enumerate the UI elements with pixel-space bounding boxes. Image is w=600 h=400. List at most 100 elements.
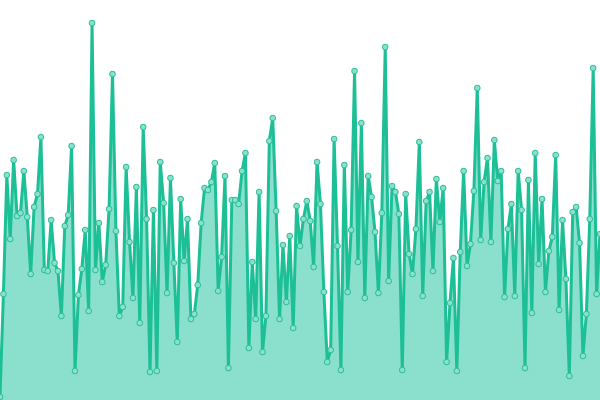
data-point [300,215,307,223]
data-point [306,217,314,225]
data-point [412,225,420,233]
data-point [30,203,38,211]
data-point [122,163,130,171]
data-point [572,203,580,211]
data-point [98,278,106,286]
data-point [436,218,444,226]
data-point [422,197,430,205]
data-point [218,253,225,261]
data-point [453,367,461,375]
data-point [518,206,525,214]
data-point [6,235,14,243]
data-point [583,310,590,318]
data-point [81,226,89,234]
data-point [225,364,232,372]
data-point [491,136,498,144]
data-point [163,289,171,297]
data-point [354,258,362,266]
data-point [402,190,409,198]
data-point [153,367,161,375]
data-point [470,187,478,195]
data-point [361,294,369,302]
data-point [388,182,396,190]
data-point [266,137,273,145]
data-point [112,227,120,235]
data-point [143,215,150,223]
data-point [37,133,45,141]
data-point [463,262,471,270]
data-point [395,210,403,218]
data-point [429,267,437,275]
data-point [17,209,24,217]
data-point [511,292,519,300]
data-point [248,258,256,266]
data-point [531,149,539,157]
data-point [160,199,167,207]
data-point [0,290,7,298]
data-point [51,259,58,267]
data-point [58,312,65,320]
data-point [542,288,549,296]
data-point [344,288,352,296]
data-point [75,291,82,299]
data-point [156,158,164,166]
data-point [559,216,566,224]
data-point [146,368,154,376]
data-point [136,319,144,327]
data-point [105,205,113,213]
data-point [525,176,532,184]
data-point [593,290,600,298]
data-point [480,178,488,186]
data-point [208,178,215,186]
data-point [385,277,392,285]
data-point [269,114,277,122]
data-point [283,298,290,306]
data-point [450,254,457,262]
data-point [528,309,536,317]
data-point [521,364,529,372]
data-point [398,366,406,374]
data-point [214,287,222,295]
data-point [473,84,481,92]
data-point [439,184,447,192]
data-point [3,171,11,179]
data-point [327,346,334,354]
data-point [392,188,399,196]
data-point [34,190,41,198]
data-point [44,267,52,275]
data-point [426,188,433,196]
data-point [501,293,508,301]
data-point [150,206,157,214]
data-point [596,230,600,238]
data-point [88,19,96,27]
data-point [259,348,266,356]
data-point [545,247,553,255]
data-point [102,261,109,269]
data-point [433,175,440,183]
data-point [279,241,287,249]
data-point [139,123,147,131]
data-point [416,138,423,146]
data-point [61,222,69,230]
data-point [167,174,174,182]
data-point [68,142,75,150]
data-markers [0,19,600,400]
data-point [221,172,229,180]
data-point [419,292,427,300]
data-point [405,250,413,258]
data-point [443,358,450,366]
data-point [351,67,358,75]
data-point [347,226,355,234]
data-point [238,167,246,175]
data-point [289,324,297,332]
data-point [446,299,454,307]
data-point [286,232,294,240]
data-point [477,236,484,244]
data-point [54,267,62,275]
data-point [555,306,563,314]
data-point [180,257,188,265]
data-point [371,228,379,236]
data-point [170,259,178,267]
data-point [364,172,372,180]
